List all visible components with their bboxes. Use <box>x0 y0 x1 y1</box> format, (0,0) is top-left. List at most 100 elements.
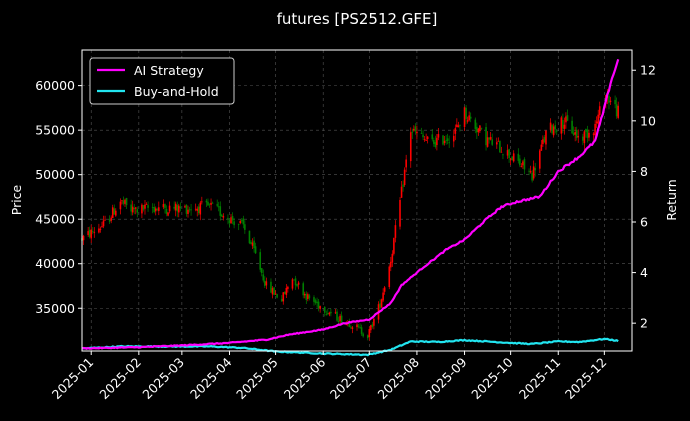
candle-body <box>98 228 100 233</box>
candle-body <box>325 313 328 315</box>
candle-body <box>296 284 298 287</box>
candle-body <box>271 288 274 295</box>
candle-body <box>165 208 168 214</box>
y2-tick-label: 6 <box>640 215 648 230</box>
candle-body <box>529 171 532 173</box>
candle-body <box>491 139 493 145</box>
candle-body <box>205 200 208 203</box>
candle-body <box>463 107 466 127</box>
candle-body <box>119 201 122 210</box>
candle-body <box>436 137 438 146</box>
candle-body <box>598 106 601 116</box>
legend: AI Strategy Buy-and-Hold <box>89 57 235 105</box>
candle-body <box>399 199 401 227</box>
candle-body <box>499 140 501 153</box>
candle-body <box>176 204 179 212</box>
candle-body <box>597 114 600 124</box>
candle-body <box>179 206 182 209</box>
candle-body <box>208 203 211 205</box>
candle-body <box>442 135 444 145</box>
candle-body <box>217 206 220 208</box>
candle-body <box>542 139 544 145</box>
candle-body <box>420 133 423 134</box>
y2-tick-label: 2 <box>640 316 648 331</box>
candle-body <box>445 140 447 141</box>
y-tick-label: 55000 <box>35 123 75 138</box>
candle-body <box>413 128 415 131</box>
candle-body <box>265 281 268 286</box>
candle-body <box>141 204 143 214</box>
candle-body <box>244 224 246 230</box>
candle-body <box>330 311 332 314</box>
candle-body <box>101 226 103 227</box>
candle-body <box>144 204 146 209</box>
candle-body <box>110 217 112 221</box>
candle-body <box>142 205 145 210</box>
candle-body <box>340 315 343 324</box>
candle-body <box>466 120 469 122</box>
candle-body <box>350 326 352 328</box>
y2-tick-label: 4 <box>640 265 648 280</box>
candle-body <box>403 169 406 185</box>
candle-body <box>476 126 478 133</box>
candle-body <box>154 208 157 212</box>
candle-body <box>400 186 403 198</box>
candle-body <box>158 207 160 211</box>
candle-body <box>327 313 329 314</box>
candlestick-series <box>81 89 619 341</box>
candle-body <box>151 207 154 208</box>
candle-body <box>294 278 297 286</box>
candle-body <box>167 212 169 216</box>
candle-body <box>231 215 234 221</box>
candle-body <box>147 205 149 208</box>
candle-body <box>124 199 126 204</box>
candle-body <box>201 201 203 203</box>
candle-body <box>348 322 351 328</box>
candle-body <box>254 246 257 254</box>
candle-body <box>357 325 360 327</box>
candle-body <box>577 136 580 138</box>
candle-body <box>93 232 96 233</box>
y-axis-price: 35000 40000 45000 50000 55000 60000 <box>35 78 82 316</box>
candle-body <box>434 142 437 148</box>
candle-body <box>431 134 434 140</box>
candle-body <box>520 166 523 168</box>
candle-body <box>394 225 397 238</box>
candle-body <box>114 210 117 216</box>
candle-body <box>264 280 266 286</box>
candle-body <box>276 294 278 298</box>
candle-body <box>222 216 225 218</box>
candle-body <box>586 129 589 139</box>
candle-body <box>489 137 492 140</box>
candle-body <box>316 301 318 304</box>
candle-body <box>617 105 619 118</box>
candle-body <box>362 333 364 337</box>
candle-body <box>443 141 446 144</box>
legend-box <box>89 57 235 105</box>
candle-body <box>486 137 489 147</box>
candle-body <box>540 144 543 151</box>
candle-body <box>228 220 231 224</box>
candle-body <box>426 136 429 140</box>
candle-body <box>199 202 202 215</box>
y-axis-return: 2 4 6 8 10 12 <box>632 63 656 331</box>
candle-body <box>317 301 320 309</box>
candle-body <box>90 229 93 239</box>
candle-body <box>380 299 383 308</box>
candle-body <box>337 320 340 322</box>
candle-body <box>293 279 295 281</box>
candle-body <box>251 242 254 246</box>
candle-body <box>291 279 294 289</box>
candle-body <box>583 131 586 144</box>
candle-body <box>454 128 457 134</box>
candle-body <box>177 205 180 213</box>
candle-body <box>456 124 458 128</box>
candle-body <box>549 122 552 130</box>
candle-body <box>227 217 229 220</box>
legend-label-buy-and-hold: Buy-and-Hold <box>134 84 219 99</box>
candle-body <box>508 149 510 159</box>
candle-body <box>253 240 255 249</box>
candle-body <box>130 204 132 212</box>
candle-body <box>248 230 251 244</box>
